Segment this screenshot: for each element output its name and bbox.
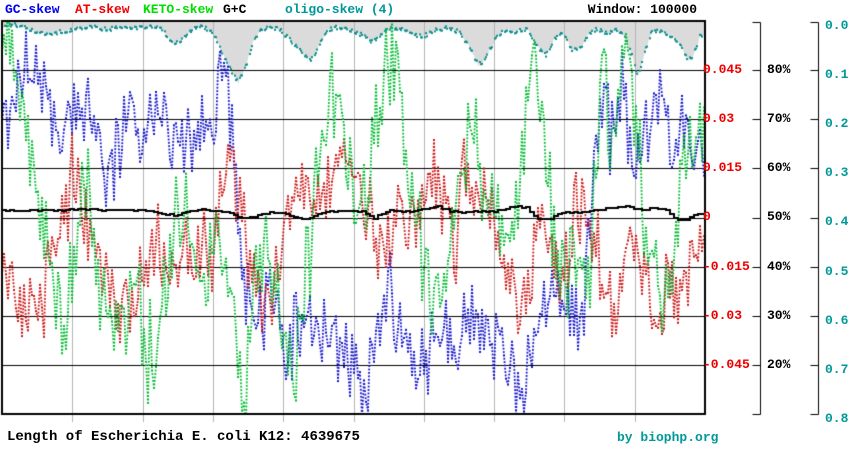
percent-axis-tick-1: 70% [767,111,791,126]
oligo-axis-tick-6: 0.6 [825,313,849,328]
legend-item-gc-content: G+C [223,2,247,17]
percent-axis-tick-5: 30% [767,308,791,323]
credit-label: by biophp.org [617,430,719,445]
skew-axis-tick-4: -0.015 [703,259,750,274]
percent-axis-tick-3: 50% [767,209,791,224]
oligo-axis-tick-5: 0.5 [825,264,849,279]
window-size-label: Window: 100000 [587,2,697,17]
oligo-axis-tick-0: 0.0 [825,18,849,33]
percent-axis-tick-0: 80% [767,62,791,77]
legend-item-oligo-skew: oligo-skew (4) [285,2,395,17]
legend-item-keto-skew: KETO-skew [143,2,214,17]
skew-axis-tick-1: 0.03 [703,111,735,126]
skew-axis-tick-5: -0.03 [703,308,743,323]
skew-axis-tick-3: 0 [703,209,711,224]
oligo-axis-tick-3: 0.3 [825,165,849,180]
oligo-axis-tick-4: 0.4 [825,214,849,229]
skew-axis-tick-6: -0.045 [703,357,750,372]
oligo-axis-tick-8: 0.8 [825,411,849,426]
percent-axis-tick-6: 20% [767,357,791,372]
oligo-axis-tick-1: 0.1 [825,67,849,82]
oligo-axis-tick-7: 0.7 [825,362,849,377]
percent-axis-tick-2: 60% [767,160,791,175]
legend-item-at-skew: AT-skew [75,2,130,17]
skew-axis-tick-2: 0.015 [703,160,743,175]
genome-length-label: Length of Escherichia E. coli K12: 46396… [7,429,360,445]
legend-item-gc-skew: GC-skew [5,2,60,17]
percent-axis-tick-4: 40% [767,259,791,274]
skew-axis-tick-0: 0.045 [703,62,743,77]
oligo-axis-tick-2: 0.2 [825,116,849,131]
